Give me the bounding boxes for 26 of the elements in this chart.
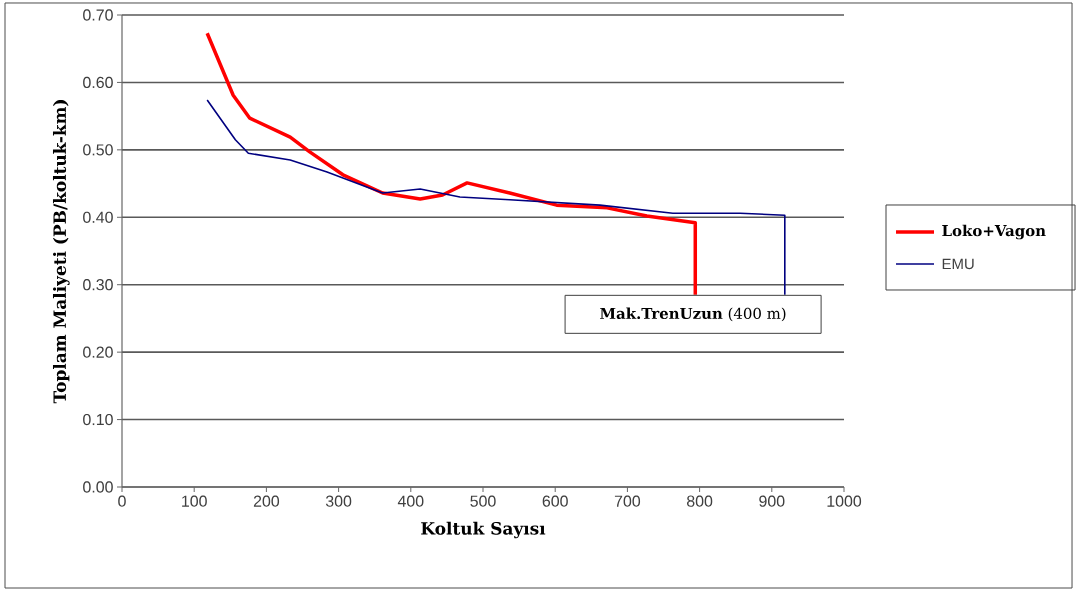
- y-tick-label: 0.40: [83, 211, 113, 223]
- y-tick-label: 0.30: [83, 279, 113, 291]
- line-series: [205, 31, 698, 297]
- y-tick-label: 0.00: [83, 481, 113, 493]
- x-tick-label: 700: [614, 495, 641, 507]
- x-tick-label: 300: [325, 495, 352, 507]
- x-tick-label: 100: [182, 495, 207, 507]
- y-tick-label: 0.10: [83, 413, 113, 426]
- x-tick-label: 600: [542, 495, 568, 507]
- y-tick-label: 0.50: [83, 144, 113, 156]
- x-axis-title: Koltuk Sayısı: [421, 521, 546, 539]
- x-tick-label: 500: [470, 495, 496, 507]
- y-tick-label: 0.60: [83, 76, 113, 89]
- annotation: Mak.TrenUzun (400 m): [600, 307, 786, 322]
- y-tick-label: 0.70: [83, 9, 113, 21]
- x-tick-label: 900: [759, 495, 785, 507]
- x-tick-label: 0: [118, 495, 126, 507]
- legend-label: EMU: [942, 258, 974, 270]
- x-tick-label: 800: [687, 495, 713, 507]
- x-tick-label: 1000: [827, 495, 862, 507]
- y-tick-label: 0.20: [83, 346, 113, 358]
- legend-label: Loko+Vagon: [942, 224, 1046, 240]
- line-series: [206, 99, 786, 296]
- x-tick-label: 400: [397, 495, 424, 507]
- y-axis-title: Toplam Maliyeti (PB/koltuk-km): [52, 100, 70, 404]
- x-tick-label: 200: [253, 495, 280, 507]
